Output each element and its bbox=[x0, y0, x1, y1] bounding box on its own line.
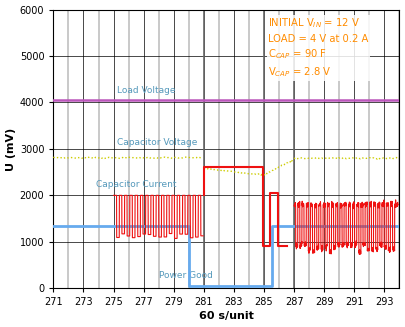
Text: Capacitor Current: Capacitor Current bbox=[96, 180, 176, 189]
X-axis label: 60 s/unit: 60 s/unit bbox=[199, 311, 254, 321]
Text: INITIAL V$_{IN}$ = 12 V
LOAD = 4 V at 0.2 A
C$_{CAP}$ = 90 F
V$_{CAP}$ = 2.8 V: INITIAL V$_{IN}$ = 12 V LOAD = 4 V at 0.… bbox=[268, 17, 368, 79]
Text: Power Good: Power Good bbox=[159, 271, 213, 280]
Text: Capacitor Voltage: Capacitor Voltage bbox=[117, 138, 197, 147]
Y-axis label: U (mV): U (mV) bbox=[6, 127, 15, 170]
Text: Load Voltage: Load Voltage bbox=[117, 86, 175, 95]
